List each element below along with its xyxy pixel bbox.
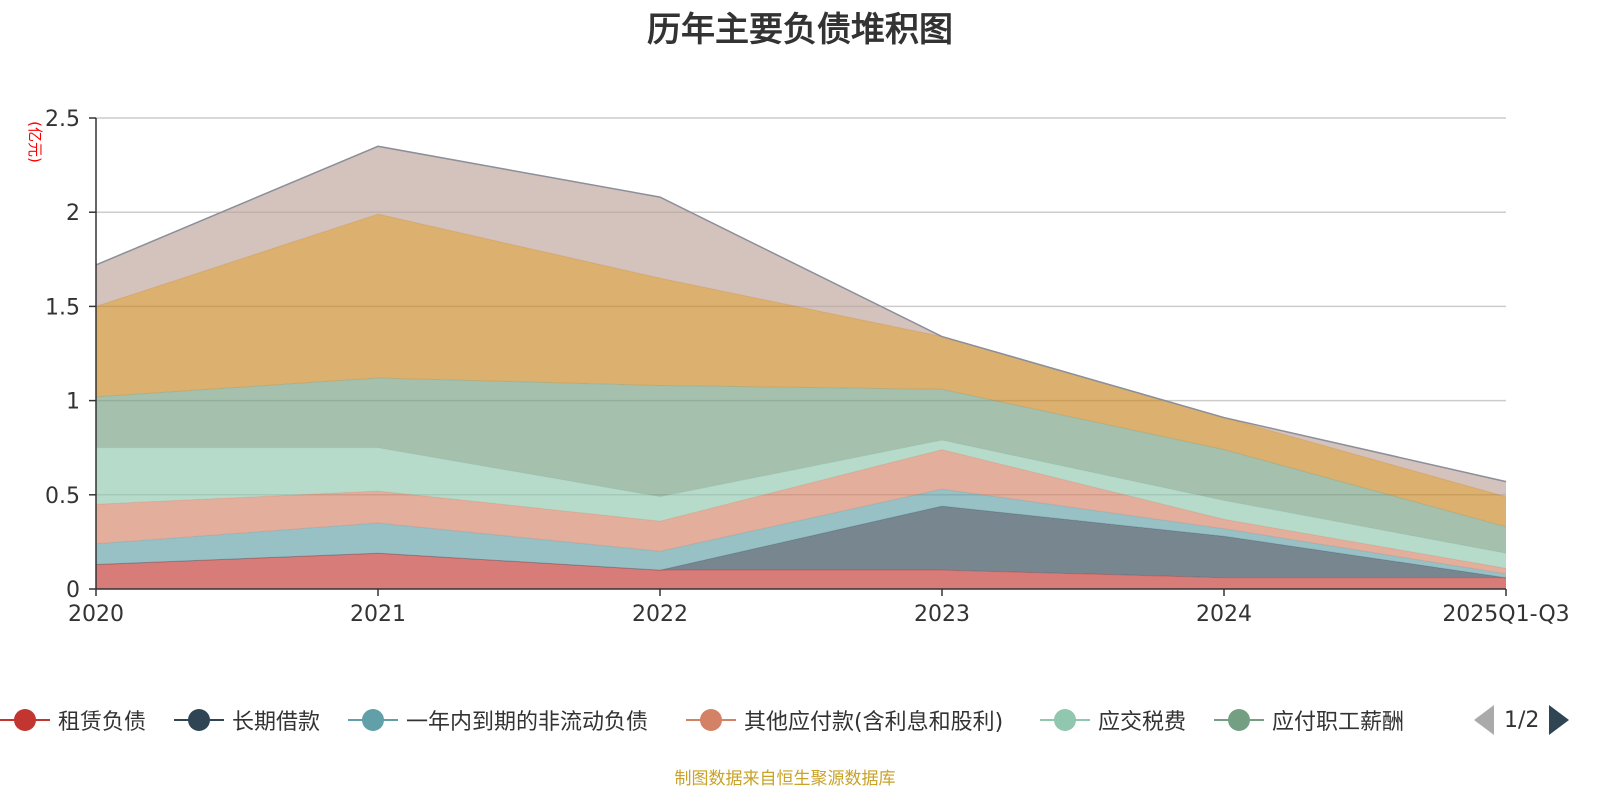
chart-plot: 0 0.5 1 1.5 2 2.5 2020 2021 2022 2023 2024 2025Q1-Q… xyxy=(26,107,1570,627)
legend-item[interactable]: 一年内到期的非流动负债 xyxy=(348,700,648,740)
area-series-长期借款[interactable] xyxy=(96,506,1506,578)
stack-total-line xyxy=(95,145,1507,483)
x-tick-label: 2021 xyxy=(350,602,406,627)
legend-marker-icon xyxy=(348,705,398,735)
legend-item[interactable]: 长期借款 xyxy=(174,700,320,740)
y-tick-label: 2 xyxy=(66,201,80,226)
x-tick-label: 2024 xyxy=(1196,602,1252,627)
area-series-租赁负债[interactable] xyxy=(96,553,1506,589)
x-tick-label: 2022 xyxy=(632,602,688,627)
legend-page-indicator: 1/2 xyxy=(1504,707,1540,733)
legend: 租赁负债 长期借款 一年内到期的非流动负债 其他应付款(含利息和股利) 应交税费 应付职工… xyxy=(0,700,1600,740)
area-series-应付账款[interactable] xyxy=(96,214,1506,527)
legend-item[interactable]: 应交税费 xyxy=(1040,700,1186,740)
legend-label: 长期借款 xyxy=(232,710,321,735)
stacked-areas xyxy=(95,145,1507,589)
x-tick-label: 2025Q1-Q3 xyxy=(1442,602,1569,627)
legend-label: 应付职工薪酬 xyxy=(1272,710,1405,735)
legend-prev-page-button[interactable] xyxy=(1474,705,1494,735)
legend-marker-icon xyxy=(0,705,50,735)
legend-label: 应交税费 xyxy=(1098,710,1187,735)
legend-item[interactable]: 应付职工薪酬 xyxy=(1214,700,1404,740)
source-note: 制图数据来自恒生聚源数据库 xyxy=(674,769,896,789)
area-series-其他应付款(含利息和股利)[interactable] xyxy=(96,449,1506,574)
legend-next-page-button[interactable] xyxy=(1549,705,1570,735)
x-tick-label: 2023 xyxy=(914,602,970,627)
y-tick-label: 2.5 xyxy=(45,107,80,132)
legend-item[interactable]: 租赁负债 xyxy=(0,700,146,740)
area-series-应交税费[interactable] xyxy=(96,440,1506,569)
axes: 0 0.5 1 1.5 2 2.5 2020 2021 2022 2023 2024 2025Q1-Q… xyxy=(45,107,1570,627)
legend-label: 其他应付款(含利息和股利) xyxy=(744,710,1004,735)
chart-title: 历年主要负债堆积图 xyxy=(647,10,953,50)
legend-item[interactable]: 其他应付款(含利息和股利) xyxy=(686,700,1003,740)
y-tick-label: 1 xyxy=(66,390,80,415)
legend-marker-icon xyxy=(686,705,736,735)
legend-marker-icon xyxy=(1214,705,1264,735)
x-tick-label: 2020 xyxy=(68,602,124,627)
area-series-应付职工薪酬[interactable] xyxy=(96,377,1506,554)
legend-label: 一年内到期的非流动负债 xyxy=(406,710,649,735)
y-axis-unit-label: (亿元) xyxy=(26,121,44,163)
legend-marker-icon xyxy=(1040,705,1090,735)
y-tick-label: 0 xyxy=(66,578,80,603)
area-series-一年内到期的非流动负债[interactable] xyxy=(96,489,1506,578)
y-tick-label: 1.5 xyxy=(45,295,80,320)
legend-pager: 1/2 xyxy=(1474,700,1570,740)
legend-marker-icon xyxy=(174,705,224,735)
y-tick-label: 0.5 xyxy=(45,484,80,509)
legend-label: 租赁负债 xyxy=(58,710,147,735)
